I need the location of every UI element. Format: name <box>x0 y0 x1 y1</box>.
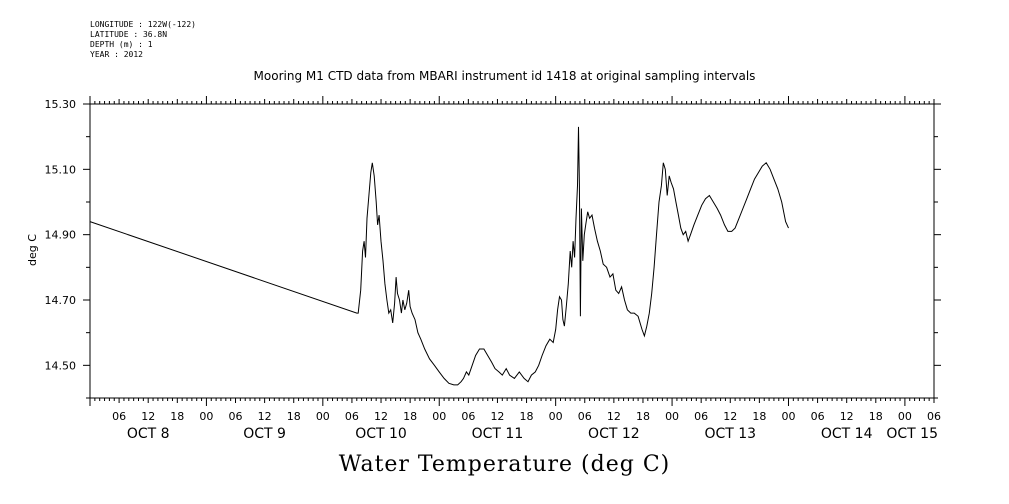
x-hour-label: 00 <box>432 410 446 423</box>
x-hour-label: 12 <box>840 410 854 423</box>
x-day-label: OCT 14 <box>821 426 873 442</box>
x-day-label: OCT 11 <box>472 426 524 442</box>
x-hour-label: 18 <box>520 410 534 423</box>
x-hour-label: 18 <box>752 410 766 423</box>
x-hour-label: 18 <box>403 410 417 423</box>
x-day-label: OCT 10 <box>355 426 407 442</box>
x-hour-label: 12 <box>607 410 621 423</box>
y-tick-label: 14.70 <box>45 294 77 307</box>
x-day-label: OCT 13 <box>704 426 756 442</box>
x-hour-label: 00 <box>199 410 213 423</box>
x-hour-label: 06 <box>461 410 475 423</box>
x-hour-label: 12 <box>141 410 155 423</box>
x-hour-label: 12 <box>490 410 504 423</box>
x-hour-label: 00 <box>665 410 679 423</box>
x-hour-label: 18 <box>636 410 650 423</box>
x-axis-label: Water Temperature (deg C) <box>338 452 671 477</box>
plot-border <box>89 103 935 399</box>
x-day-label: OCT 15 <box>886 426 938 442</box>
x-hour-label: 12 <box>723 410 737 423</box>
x-hour-label: 06 <box>694 410 708 423</box>
x-hour-label: 00 <box>549 410 563 423</box>
latitude-text: LATITUDE : 36.8N <box>90 30 168 39</box>
x-hour-label: 18 <box>869 410 883 423</box>
x-day-label: OCT 12 <box>588 426 640 442</box>
x-hour-label: 12 <box>374 410 388 423</box>
longitude-text: LONGITUDE : 122W(-122) <box>90 20 196 29</box>
x-hour-label: 00 <box>316 410 330 423</box>
x-hour-label: 18 <box>170 410 184 423</box>
x-day-label: OCT 9 <box>243 426 286 442</box>
y-tick-label: 14.50 <box>45 359 77 372</box>
chart-title: Mooring M1 CTD data from MBARI instrumen… <box>253 69 756 83</box>
x-hour-label: 06 <box>578 410 592 423</box>
x-hour-label: 00 <box>898 410 912 423</box>
x-hour-label: 00 <box>781 410 795 423</box>
y-axis-label: deg C <box>26 234 39 266</box>
metadata-block: LONGITUDE : 122W(-122) LATITUDE : 36.8N … <box>90 20 196 60</box>
y-axis-ticks: 14.50 14.70 14.90 15.10 15.30 <box>45 98 941 399</box>
x-hour-label: 06 <box>112 410 126 423</box>
y-tick-label: 15.10 <box>45 163 77 176</box>
year-text: YEAR : 2012 <box>90 50 143 59</box>
temperature-series-line <box>89 126 789 386</box>
x-hour-label: 18 <box>287 410 301 423</box>
x-hour-label: 06 <box>229 410 243 423</box>
minor-ticks <box>89 96 935 406</box>
x-axis-hour-labels: 06 12 18 00 06 12 18 00 06 12 18 00 06 12 18 00 06 12 18 00… <box>112 410 941 423</box>
x-hour-label: 12 <box>258 410 272 423</box>
depth-text: DEPTH (m) : 1 <box>90 40 153 49</box>
x-day-label: OCT 8 <box>127 426 170 442</box>
x-hour-label: 06 <box>927 410 941 423</box>
y-tick-label: 15.30 <box>45 98 77 111</box>
y-tick-label: 14.90 <box>45 229 77 242</box>
plot-frame <box>89 103 935 399</box>
x-hour-label: 06 <box>811 410 825 423</box>
x-hour-label: 06 <box>345 410 359 423</box>
x-axis-day-labels: OCT 8 OCT 9 OCT 10 OCT 11 OCT 12 OCT 13 OCT 14… <box>127 426 938 442</box>
